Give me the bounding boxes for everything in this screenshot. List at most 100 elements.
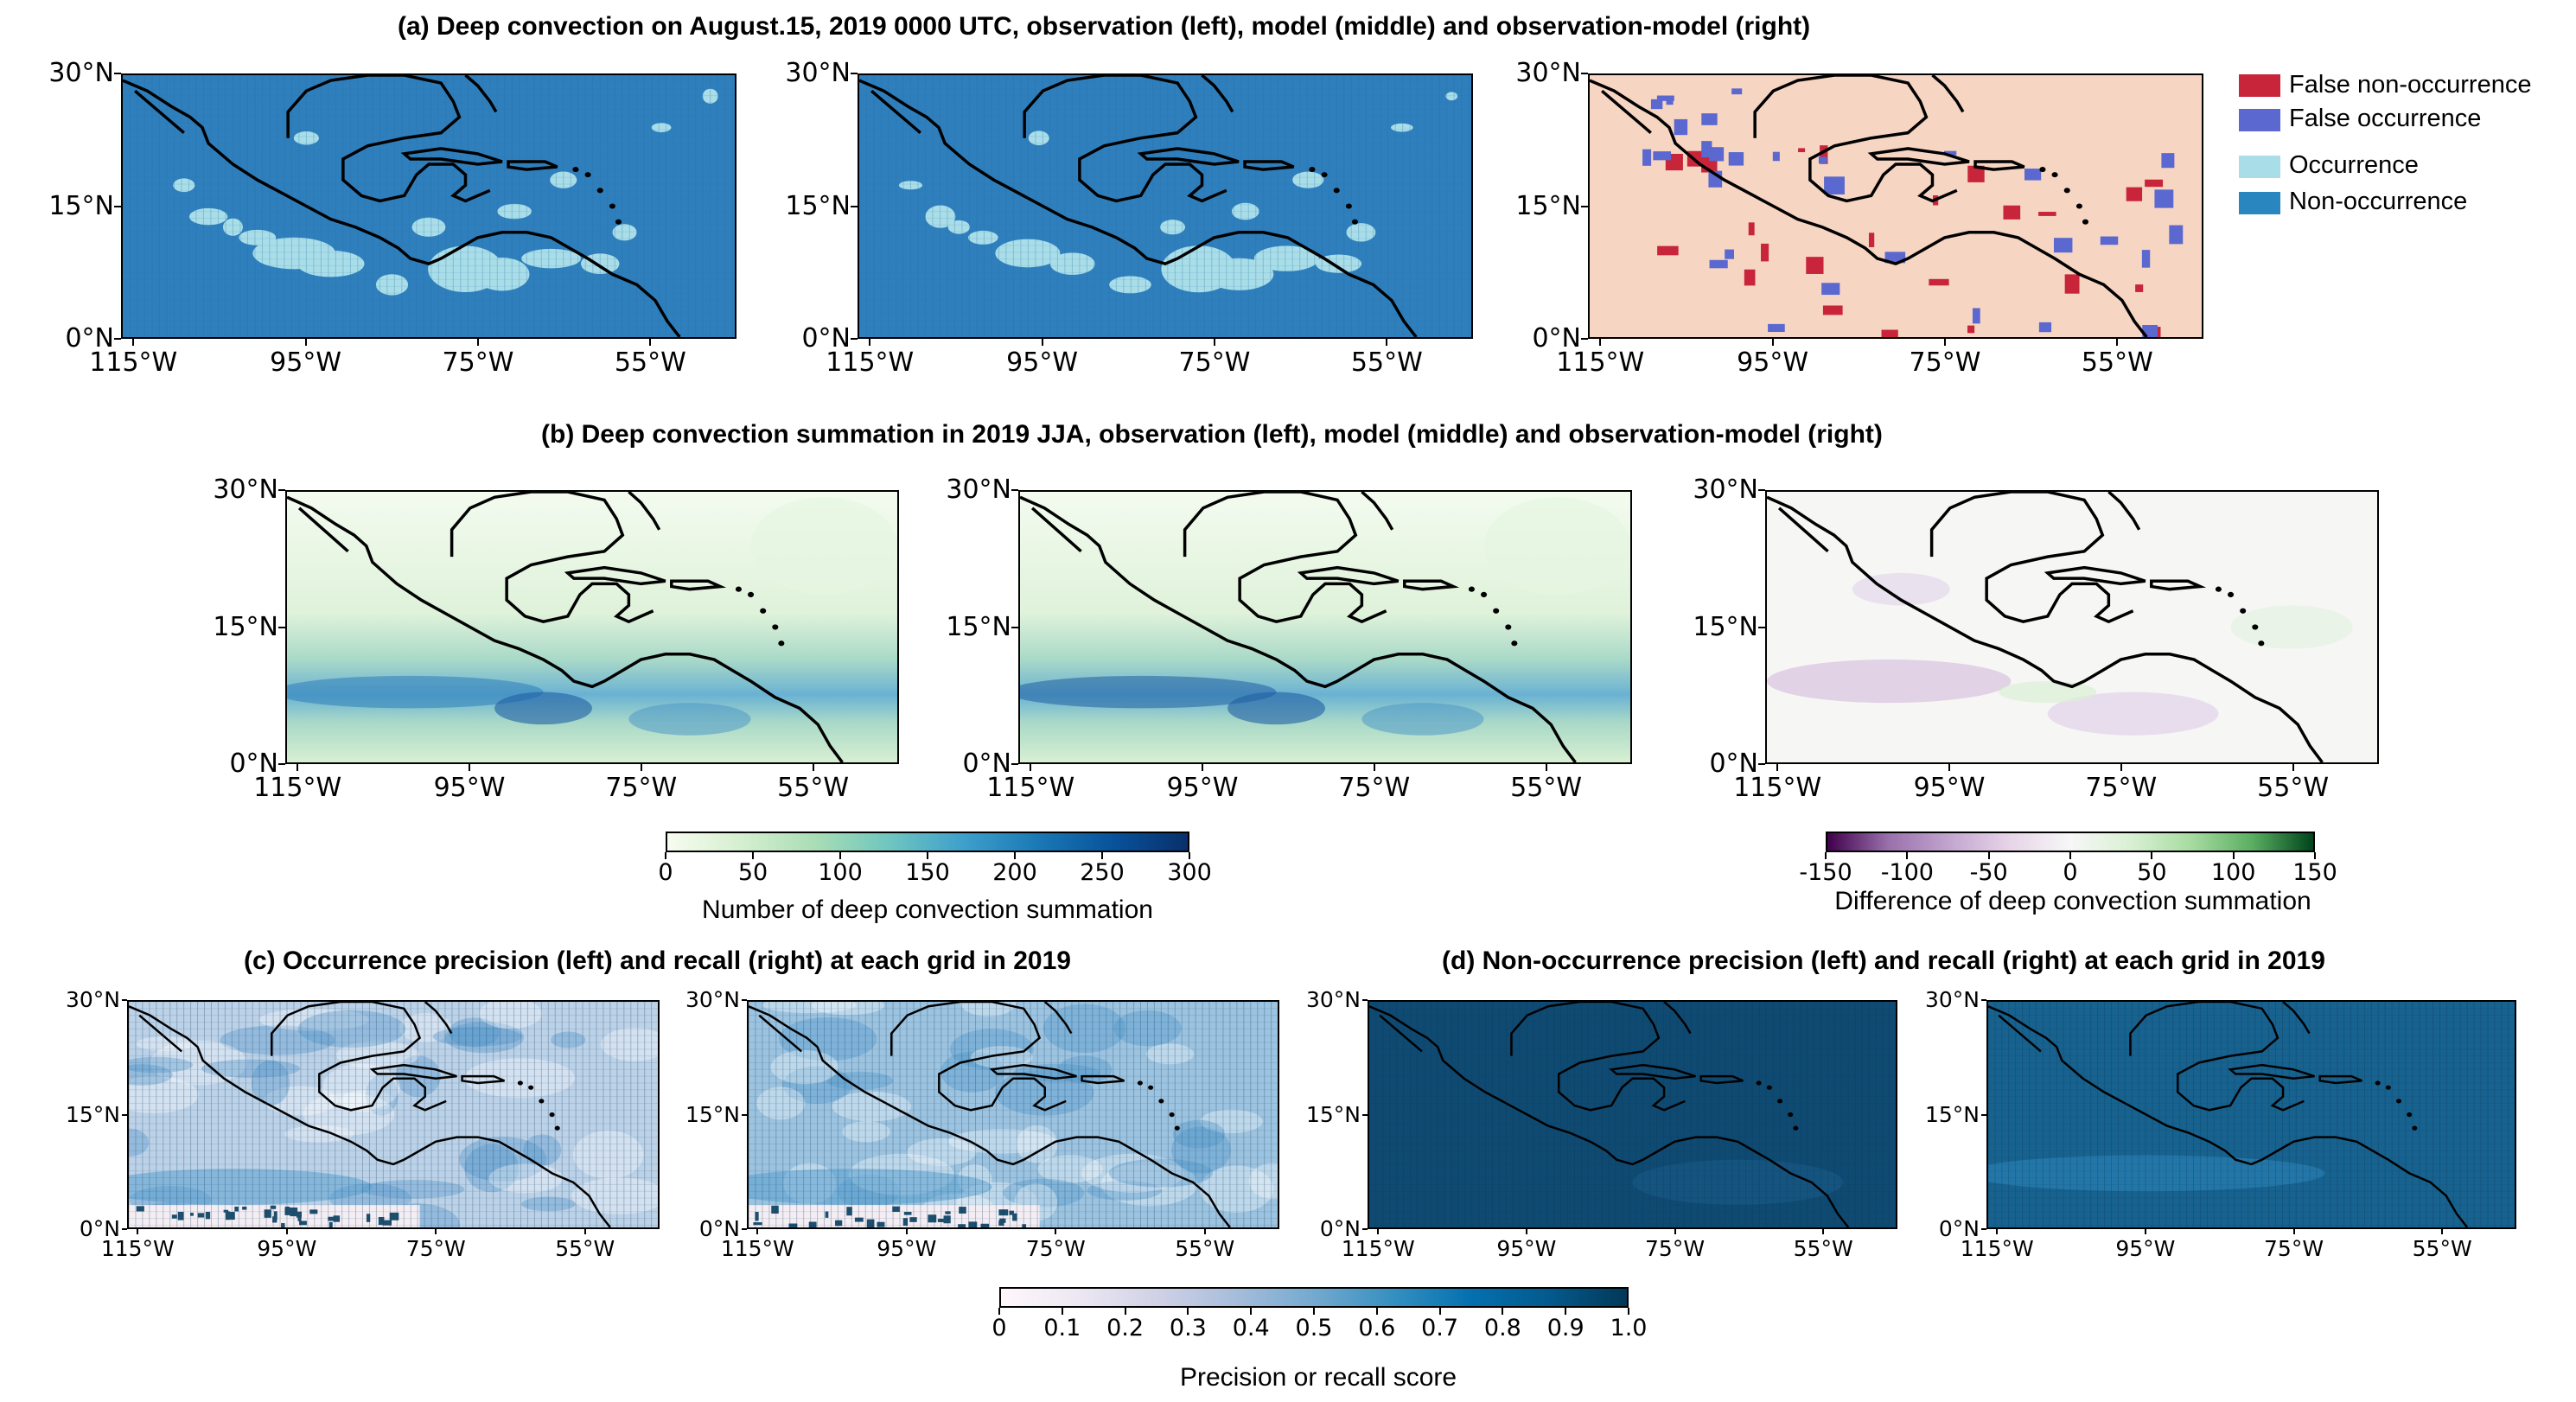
low-count-region <box>1483 497 1630 595</box>
coastline-mainland <box>859 80 1416 337</box>
map-b-difference-canvas <box>1767 492 2377 762</box>
map-b-observation <box>285 490 899 764</box>
island-antilles <box>2215 586 2222 592</box>
lon-tick <box>2441 1229 2444 1234</box>
map-d-precision <box>1368 1000 1897 1229</box>
lon-tick-label: 75°W <box>1645 1236 1706 1261</box>
island-antilles <box>2258 640 2265 647</box>
lat-tick <box>114 73 121 74</box>
coastline-baja <box>299 508 348 551</box>
lon-tick <box>1948 764 1950 771</box>
false-non-occurrence-cell <box>1798 148 1806 153</box>
lat-tick <box>742 1228 747 1230</box>
island-cuba <box>1611 1065 1695 1079</box>
lon-tick-label: 95°W <box>1737 347 1809 378</box>
title-d: (d) Non-occurrence precision (left) and … <box>1442 946 2325 975</box>
colorbar-score-label: Precision or recall score <box>1179 1363 1457 1392</box>
lon-tick <box>137 1229 139 1234</box>
false-non-occurrence-cell <box>1822 305 1843 315</box>
lon-tick-label: 95°W <box>1166 773 1239 803</box>
lat-tick <box>278 626 285 628</box>
lat-tick <box>122 999 127 1001</box>
island-antilles <box>2385 1085 2391 1090</box>
coastline-mainland <box>1369 1006 1848 1227</box>
colorbar-count-tick-label: 200 <box>992 859 1037 886</box>
map-a-model-canvas <box>859 75 1471 337</box>
island-antilles <box>2412 1125 2418 1131</box>
lon-tick <box>1545 764 1547 771</box>
island-antilles <box>1174 1125 1180 1131</box>
colorbar-score-tick <box>1565 1308 1567 1315</box>
lat-tick <box>122 1113 127 1116</box>
colorbar-score-tick-label: 0.7 <box>1421 1315 1459 1341</box>
lat-tick <box>278 489 285 491</box>
map-a-difference <box>1588 73 2203 339</box>
coastline-baja <box>759 1016 801 1052</box>
lon-tick <box>296 764 299 771</box>
colorbar-diff-tick <box>2151 852 2153 859</box>
lat-tick <box>1362 999 1368 1001</box>
island-hispaniola <box>1405 581 1453 589</box>
lon-tick-label: 55°W <box>1510 773 1583 803</box>
map-a-observation <box>121 73 736 339</box>
lat-tick-label: 15°N <box>65 1101 120 1127</box>
coastline-gulf <box>1185 492 1387 621</box>
lon-tick-label: 95°W <box>1496 1236 1557 1261</box>
false-non-occurrence-cell <box>1748 222 1755 236</box>
lat-tick <box>742 999 747 1001</box>
legend-label-false-non-occurrence: False non-occurrence <box>2289 71 2532 99</box>
colorbar-diff-tick-label: 150 <box>2292 859 2337 886</box>
colorbar-score-tick <box>1124 1308 1126 1315</box>
coastline-baja <box>1602 91 1651 132</box>
lat-tick <box>1011 489 1018 491</box>
island-antilles <box>1793 1125 1799 1131</box>
lon-tick <box>469 764 470 771</box>
lat-tick-label: 0°N <box>1532 323 1581 354</box>
negative-difference <box>1852 572 1950 606</box>
false-occurrence-cell <box>1772 151 1780 162</box>
grid-texture <box>859 75 1471 337</box>
lon-tick-label: 55°W <box>614 347 686 378</box>
island-antilles <box>748 591 755 598</box>
colorbar-count-tick <box>752 852 754 859</box>
title-c: (c) Occurrence precision (left) and reca… <box>244 946 1071 975</box>
colorbar-score-tick <box>1438 1308 1441 1315</box>
lon-tick-label: 115°W <box>253 773 342 803</box>
island-antilles <box>1148 1085 1154 1090</box>
island-antilles <box>1493 608 1500 614</box>
colorbar-count <box>666 832 1189 852</box>
map-a-model <box>858 73 1473 339</box>
island-hispaniola <box>1975 162 2024 169</box>
false-occurrence-cell <box>2141 250 2151 268</box>
lat-tick-label: 15°N <box>1305 1101 1361 1127</box>
lon-tick <box>1386 339 1388 346</box>
lon-tick-label: 115°W <box>720 1236 794 1261</box>
island-cuba <box>373 1065 457 1079</box>
coastline-gulf <box>452 492 654 621</box>
positive-difference <box>2230 605 2353 649</box>
itcz-band <box>287 675 544 709</box>
lon-tick <box>2144 1229 2146 1234</box>
island-antilles <box>517 1080 523 1086</box>
false-occurrence-cell <box>1824 176 1845 194</box>
island-antilles <box>1158 1099 1164 1104</box>
coastline-florida <box>1045 1002 1072 1034</box>
negative-difference <box>1767 660 2012 704</box>
itcz-band <box>1020 675 1277 709</box>
colorbar-score-tick <box>1375 1308 1378 1315</box>
island-hispaniola <box>672 581 720 589</box>
lat-tick-label: 30°N <box>685 987 740 1012</box>
lon-tick <box>1055 1229 1057 1234</box>
false-non-occurrence-cell <box>1881 329 1898 337</box>
colorbar-diff-tick-label: 0 <box>2063 859 2078 886</box>
lon-tick <box>583 1229 586 1234</box>
low-count-region <box>750 497 897 595</box>
false-occurrence-cell <box>1674 118 1688 136</box>
map-b-observation-canvas <box>287 492 897 762</box>
false-occurrence-cell <box>1656 95 1674 101</box>
coastline-mainland <box>1767 497 2322 762</box>
grid-texture <box>129 1002 658 1227</box>
agreement-field <box>1590 75 2202 337</box>
island-antilles <box>1481 591 1488 598</box>
colorbar-score-tick-label: 0.1 <box>1043 1315 1081 1341</box>
